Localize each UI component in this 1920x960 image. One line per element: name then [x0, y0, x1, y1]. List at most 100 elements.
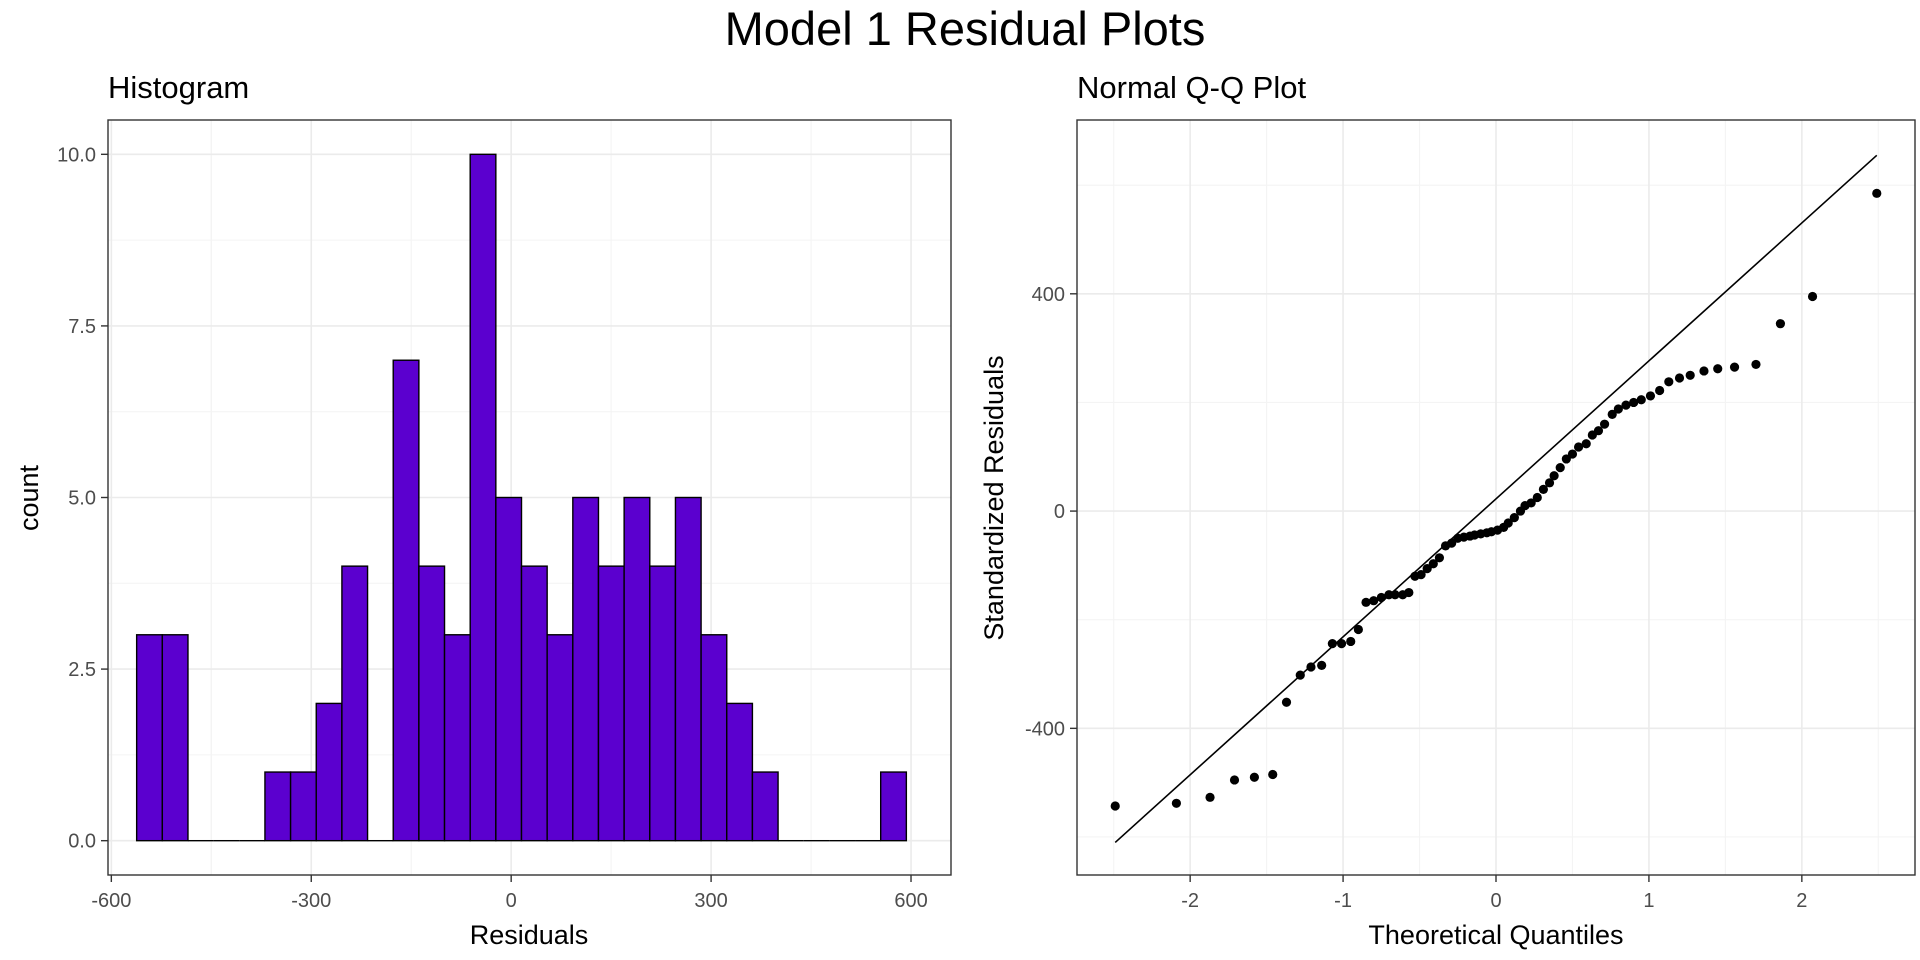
qq-point	[1171, 798, 1181, 808]
qq-y-tick-label: 400	[1032, 284, 1065, 306]
qq-point	[1532, 492, 1542, 503]
qq-y-axis-label: Standardized Residuals	[979, 355, 1009, 640]
histogram-bar	[546, 634, 574, 842]
histogram-bar	[726, 702, 754, 842]
histogram-bar	[879, 771, 908, 842]
qq-point	[1555, 463, 1565, 473]
histogram-panel: Histogram -600 -300 0 300 600 0.0 2.5 5.0 7.5 10…	[14, 70, 952, 950]
qq-point	[1317, 660, 1327, 670]
qq-point	[1268, 769, 1278, 780]
qq-point	[1699, 366, 1709, 376]
qq-point	[1581, 439, 1591, 449]
histogram-x-tick-label: -600	[91, 890, 131, 912]
histogram-bar	[700, 634, 728, 842]
qq-x-axis-label: Theoretical Quantiles	[1368, 920, 1623, 950]
histogram-y-tick-label: 10.0	[57, 144, 96, 166]
histogram-bar	[623, 496, 651, 842]
qq-point	[1249, 772, 1259, 782]
qq-point	[1655, 385, 1665, 396]
qq-point	[1561, 454, 1571, 464]
histogram-bar	[289, 771, 317, 842]
qq-point	[1361, 597, 1371, 607]
histogram-bar	[161, 634, 189, 842]
qq-point	[1503, 518, 1513, 528]
qq-y-ticks: -400 0 400	[1025, 284, 1077, 740]
qq-point	[1713, 364, 1723, 374]
qq-x-tick-label: 0	[1490, 890, 1501, 912]
qq-points	[1110, 188, 1882, 811]
histogram-x-tick-label: 300	[694, 890, 727, 912]
histogram-x-tick-label: 600	[894, 890, 927, 912]
qq-point	[1376, 592, 1386, 603]
qq-point	[1593, 426, 1604, 436]
qq-point	[1416, 570, 1426, 580]
qq-point	[1549, 471, 1559, 481]
histogram-x-tick-label: -300	[291, 890, 331, 912]
qq-point	[1434, 553, 1445, 563]
qq-point	[1422, 564, 1432, 574]
histogram-bar	[649, 565, 677, 842]
qq-panel: Normal Q-Q Plot -2 -1 0 1 2 -400 0 400 Theoret…	[979, 70, 1916, 950]
histogram-bar	[674, 496, 702, 842]
qq-x-tick-label: -2	[1181, 890, 1199, 912]
histogram-bar	[264, 771, 292, 842]
qq-point	[1807, 291, 1818, 302]
qq-point	[1353, 624, 1363, 635]
histogram-y-ticks: 0.0 2.5 5.0 7.5 10.0	[57, 144, 108, 853]
qq-point	[1205, 792, 1215, 802]
qq-point	[1447, 538, 1457, 548]
qq-title: Normal Q-Q Plot	[1077, 70, 1306, 105]
histogram-title: Histogram	[108, 70, 249, 105]
qq-point	[1636, 395, 1646, 405]
qq-point	[1544, 478, 1555, 488]
qq-point	[1281, 697, 1292, 707]
qq-point	[1346, 636, 1356, 647]
histogram-bar	[443, 634, 471, 842]
qq-point	[1404, 587, 1414, 598]
qq-point	[1645, 391, 1656, 401]
qq-point	[1369, 596, 1379, 606]
qq-point	[1567, 449, 1578, 459]
histogram-y-axis-label: count	[14, 464, 44, 531]
qq-point	[1613, 404, 1623, 414]
qq-x-tick-label: 2	[1796, 890, 1807, 912]
histogram-x-ticks: -600 -300 0 300 600	[91, 875, 928, 912]
histogram-bar	[751, 771, 779, 842]
qq-point	[1229, 775, 1240, 785]
qq-point	[1664, 377, 1674, 387]
histogram-bar	[315, 702, 343, 842]
qq-y-tick-label: -400	[1025, 718, 1065, 740]
qq-point	[1607, 409, 1617, 419]
qq-point	[1428, 559, 1438, 569]
qq-grid	[1077, 120, 1915, 875]
qq-reference-line	[1114, 154, 1878, 844]
qq-point	[1685, 370, 1695, 380]
qq-point	[1629, 397, 1639, 408]
histogram-bar	[341, 565, 369, 842]
qq-x-tick-label: 1	[1643, 890, 1654, 912]
figure-title: Model 1 Residual Plots	[725, 2, 1206, 55]
histogram-bar	[520, 565, 548, 842]
qq-point	[1390, 590, 1400, 600]
histogram-x-tick-label: 0	[506, 890, 517, 912]
qq-point	[1295, 670, 1305, 680]
qq-x-tick-label: -1	[1334, 890, 1352, 912]
qq-x-ticks: -2 -1 0 1 2	[1181, 875, 1807, 912]
histogram-bars	[135, 153, 908, 842]
qq-point	[1327, 639, 1337, 649]
histogram-bar	[469, 153, 497, 842]
qq-point	[1526, 498, 1536, 508]
qq-point	[1872, 188, 1882, 198]
qq-point	[1674, 373, 1685, 383]
histogram-bar	[135, 634, 164, 842]
histogram-bar	[597, 565, 625, 842]
qq-point	[1336, 639, 1347, 649]
histogram-y-tick-label: 2.5	[68, 659, 96, 681]
qq-point	[1509, 512, 1519, 523]
histogram-y-tick-label: 5.0	[68, 488, 96, 510]
histogram-y-tick-label: 7.5	[68, 316, 96, 338]
histogram-y-tick-label: 0.0	[68, 831, 96, 853]
histogram-bar	[418, 565, 446, 842]
qq-point	[1751, 359, 1761, 370]
histogram-bar	[495, 496, 523, 842]
